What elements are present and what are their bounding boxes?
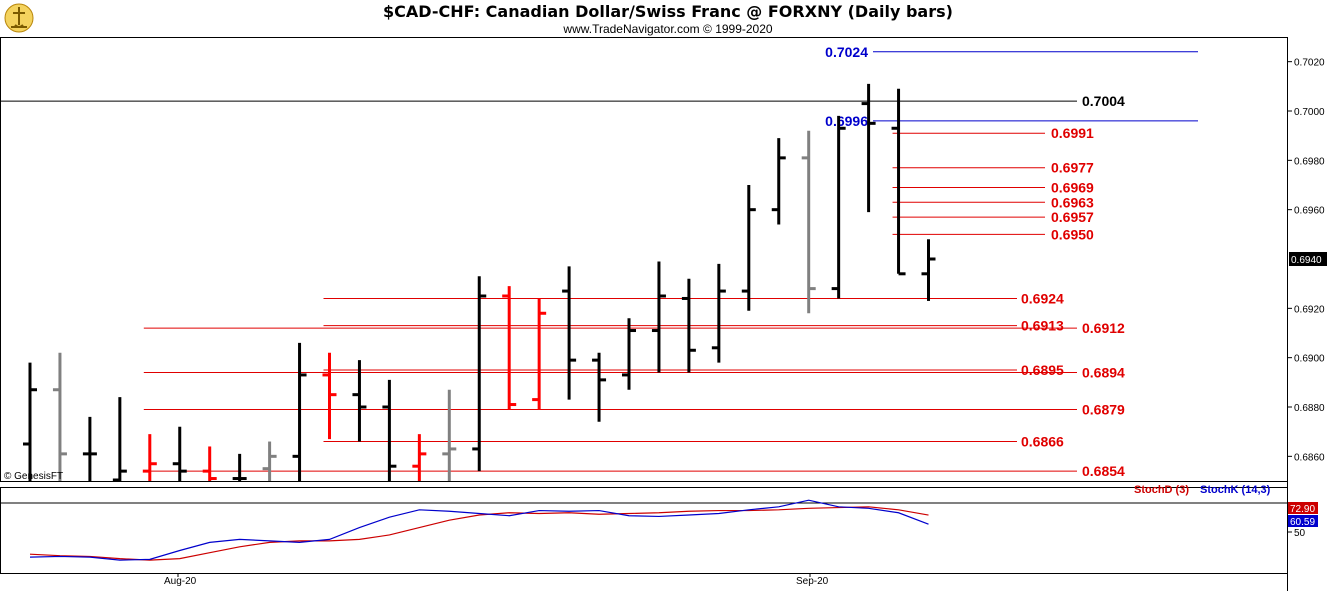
ohlc-bar	[82, 416, 97, 481]
ohlc-bar	[292, 342, 307, 481]
stoch-value-box	[1288, 515, 1318, 527]
price-bars	[23, 83, 936, 482]
ohlc-bar	[592, 352, 607, 422]
stochastic-panel: 50 StochD (3) StochK (14,3) 72.90 60.59	[0, 484, 1318, 561]
level-label: 0.6991	[1051, 125, 1094, 141]
ohlc-bar	[651, 261, 666, 373]
price-tick-label: 0.6980	[1294, 156, 1325, 167]
ohlc-bar	[532, 298, 547, 410]
level-label: 0.6924	[1021, 290, 1064, 306]
stochd-legend: StochD (3)	[1134, 484, 1189, 496]
ohlc-bar	[412, 434, 427, 481]
price-tick-label: 0.6960	[1294, 206, 1325, 217]
level-label: 0.6950	[1051, 226, 1094, 242]
price-tick-label: 0.6900	[1294, 354, 1325, 365]
ohlc-bar	[502, 286, 517, 410]
level-label: 0.6879	[1082, 401, 1125, 417]
price-tick-label: 0.6860	[1294, 452, 1325, 463]
price-levels: 0.70240.70040.69960.69910.69770.69690.69…	[0, 44, 1198, 479]
stochk-line	[29, 499, 929, 561]
ohlc-bar	[232, 453, 247, 481]
ohlc-bar	[891, 88, 906, 276]
last-price-label: 0.6940	[1291, 255, 1322, 266]
ohlc-bar	[622, 318, 636, 390]
price-axis: 0.7020 0.7000 0.6980 0.6960 0.6920 0.6900 0.68…	[164, 58, 1327, 587]
price-tick-label: 0.7020	[1294, 58, 1325, 69]
last-price-box	[1289, 252, 1327, 266]
level-label: 0.6957	[1051, 209, 1094, 225]
ohlc-bar	[801, 130, 816, 314]
trade-navigator-logo-icon	[4, 3, 34, 33]
level-label: 0.6854	[1082, 463, 1125, 479]
ohlc-bar	[921, 239, 936, 301]
price-tick-label: 0.7000	[1294, 107, 1325, 118]
stoch-value-label: 60.59	[1290, 517, 1315, 528]
level-label: 0.6895	[1021, 362, 1064, 378]
stochd-line	[29, 506, 929, 561]
ohlc-bar	[322, 352, 337, 440]
ohlc-bar	[741, 185, 756, 311]
ohlc-bar	[52, 352, 67, 481]
ohlc-bar	[262, 441, 277, 481]
chart-subtitle: www.TradeNavigator.com © 1999-2020	[563, 22, 773, 36]
level-label: 0.7004	[1082, 93, 1125, 109]
stochk-legend: StochK (14,3)	[1200, 484, 1271, 496]
ohlc-bar	[681, 278, 696, 373]
level-label: 0.6866	[1021, 434, 1064, 450]
ohlc-bar	[771, 138, 786, 225]
level-label: 0.6977	[1051, 160, 1094, 176]
level-label: 0.7024	[825, 44, 868, 60]
level-label: 0.6969	[1051, 179, 1094, 195]
date-tick-label: Sep-20	[796, 576, 829, 587]
level-label: 0.6912	[1082, 320, 1125, 336]
price-tick-label: 0.6880	[1294, 403, 1325, 414]
ohlc-bar	[831, 115, 846, 299]
ohlc-bar	[202, 446, 217, 481]
level-label: 0.6894	[1082, 364, 1125, 380]
price-tick-label: 0.6920	[1294, 304, 1325, 315]
stoch-value-box	[1288, 502, 1318, 514]
stoch-tick-label: 50	[1294, 528, 1306, 539]
chart-frame	[0, 37, 1288, 591]
ohlc-bar	[172, 426, 187, 481]
date-tick-label: Aug-20	[164, 576, 197, 587]
ohlc-bar	[711, 263, 726, 363]
ohlc-bar	[562, 266, 577, 400]
ohlc-bar	[472, 276, 487, 472]
watermark: © GenesisFT	[4, 471, 63, 482]
ohlc-bar	[112, 397, 127, 482]
chart-title: $CAD-CHF: Canadian Dollar/Swiss Franc @ …	[383, 2, 953, 21]
stoch-value-label: 72.90	[1290, 504, 1315, 515]
ohlc-bar	[142, 434, 157, 481]
stoch-panel-border	[0, 487, 1288, 574]
level-label: 0.6913	[1021, 318, 1064, 334]
ohlc-bar	[382, 379, 397, 481]
ohlc-bar	[23, 362, 37, 481]
ohlc-bar	[442, 389, 457, 481]
ohlc-bar	[352, 360, 367, 442]
level-label: 0.6996	[825, 113, 868, 129]
level-label: 0.6963	[1051, 194, 1094, 210]
ohlc-bar	[861, 83, 876, 213]
